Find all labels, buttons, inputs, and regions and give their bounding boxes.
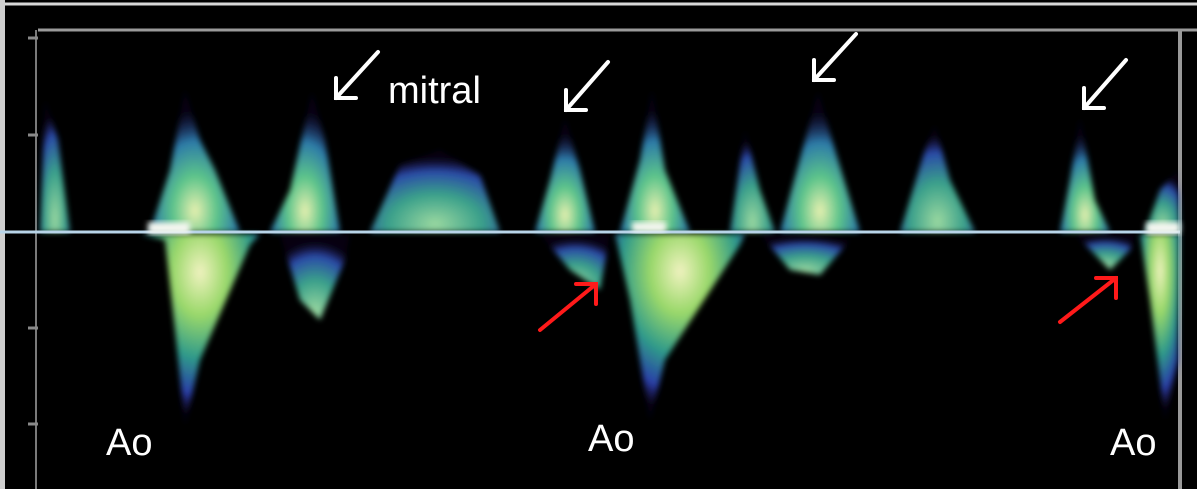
ao-label: Ao: [106, 422, 153, 464]
white-arrow-icon: [1082, 58, 1128, 110]
red-arrow-icon: [538, 282, 598, 332]
white-arrow-icon: [564, 60, 610, 112]
white-arrow-group: [334, 32, 1128, 112]
ao-label: Ao: [588, 418, 635, 460]
white-arrow-icon: [334, 50, 380, 100]
red-arrow-icon: [1058, 276, 1118, 324]
red-arrow-group: [538, 276, 1118, 332]
white-arrow-icon: [812, 32, 858, 82]
mitral-label: mitral: [388, 70, 481, 112]
ao-label: Ao: [1110, 422, 1157, 464]
